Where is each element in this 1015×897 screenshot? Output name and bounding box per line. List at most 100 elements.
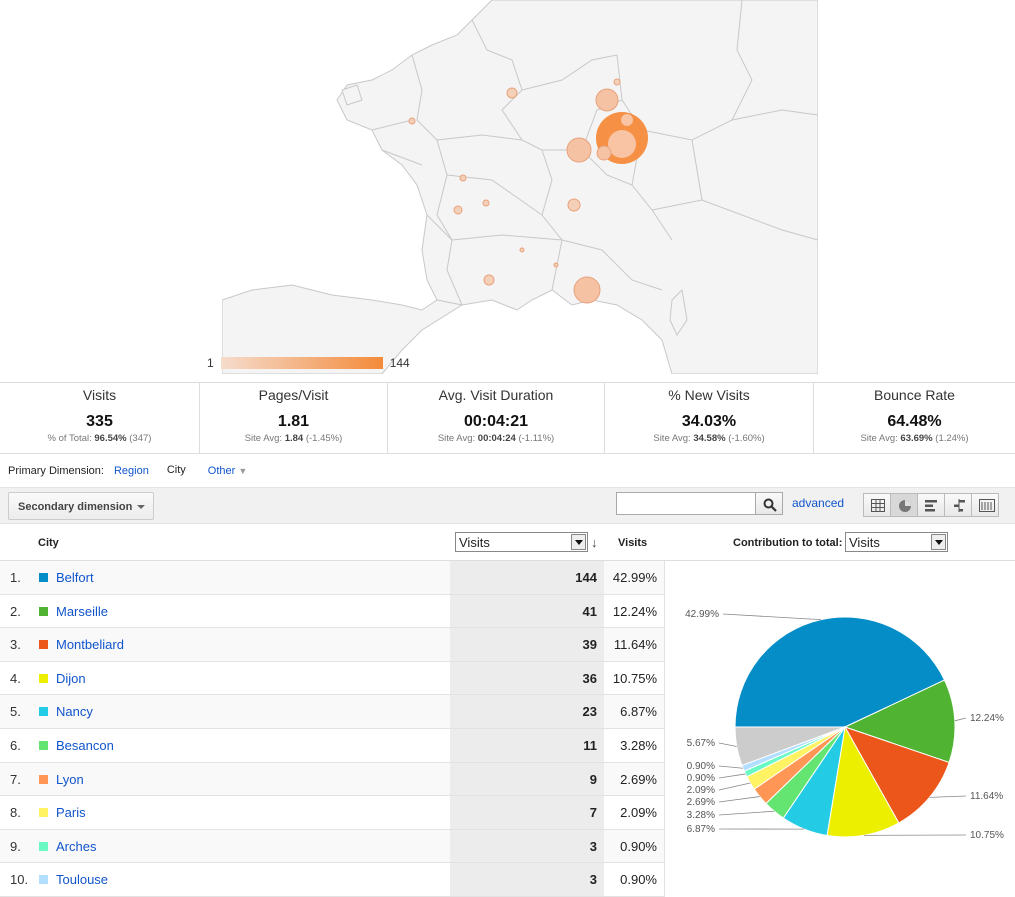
summary-stats: Visits 335 % of Total: 96.54% (347) Page…	[0, 382, 1015, 454]
city-link[interactable]: Arches	[56, 838, 97, 854]
stat-bounce-rate[interactable]: Bounce Rate 64.48% Site Avg: 63.69% (1.2…	[814, 383, 1015, 453]
stat-sub: Site Avg: 1.84 (-1.45%)	[244, 433, 343, 444]
color-swatch	[39, 740, 48, 750]
pie-label-line	[718, 782, 751, 791]
comparison-view-button[interactable]	[944, 493, 972, 517]
legend-gradient	[220, 357, 383, 369]
search-icon	[763, 498, 777, 512]
map-bubbles	[408, 78, 648, 304]
stat-value: 335	[86, 413, 113, 430]
color-swatch	[39, 573, 48, 582]
legend-max: 144	[389, 356, 410, 370]
city-link[interactable]: Besancon	[56, 737, 114, 753]
primary-dimension-bar: Primary Dimension: Region City Other ▼	[0, 455, 1015, 487]
pie-label-toulouse: 0.90%	[687, 761, 715, 772]
pie-view-button[interactable]	[890, 493, 918, 517]
search-button[interactable]	[755, 492, 783, 515]
color-swatch	[39, 640, 48, 650]
france-map[interactable]	[222, 0, 818, 374]
contribution-select[interactable]: Visits	[845, 532, 948, 552]
table-row: 9. Arches 3 0.90%	[0, 829, 664, 864]
secondary-dimension-button[interactable]: Secondary dimension	[8, 492, 154, 520]
color-swatch	[39, 808, 48, 818]
pie-label-line	[718, 773, 746, 779]
pie-label-lyon: 2.69%	[687, 797, 715, 808]
pie-slice-belfort[interactable]	[734, 616, 946, 728]
stat-pages-visit[interactable]: Pages/Visit 1.81 Site Avg: 1.84 (-1.45%)	[200, 383, 388, 453]
city-link[interactable]: Lyon	[56, 771, 84, 787]
stat-title: Pages/Visit	[258, 387, 329, 403]
stat-title: Visits	[82, 387, 117, 403]
stat-value: 00:04:21	[463, 413, 529, 430]
pivot-icon	[979, 499, 995, 512]
pie-label-montbeliard: 11.64%	[970, 791, 1003, 802]
city-link[interactable]: Paris	[56, 805, 86, 821]
stat-new-visits[interactable]: % New Visits 34.03% Site Avg: 34.58% (-1…	[605, 383, 814, 453]
advanced-filter-link[interactable]: advanced	[792, 496, 845, 510]
stat-sub: Site Avg: 00:04:24 (-1.11%)	[437, 433, 555, 444]
table-body: 1. Belfort 144 42.99% 2. Marseille 41 12.24% 3…	[0, 561, 664, 897]
dimension-region-link[interactable]: Region	[113, 465, 149, 477]
table-row: 5. Nancy 23 6.87%	[0, 695, 664, 729]
metric-select[interactable]: Visits	[455, 532, 588, 552]
view-switcher	[863, 493, 999, 517]
stat-value: 34.03%	[681, 413, 737, 430]
color-swatch	[39, 707, 48, 717]
pie-label-line	[954, 717, 967, 722]
pie-chart-icon	[899, 500, 911, 512]
table-search-input[interactable]	[616, 492, 756, 515]
pie-slice-other[interactable]	[734, 726, 846, 767]
geo-map[interactable]: 1 144	[0, 0, 1015, 380]
table-header: City Visits ↓ Visits Contribution to tot…	[0, 524, 1015, 561]
stat-value: 1.81	[277, 413, 310, 430]
bar-chart-icon	[925, 500, 937, 512]
primary-dimension-label: Primary Dimension:	[8, 465, 104, 477]
stat-value: 64.48%	[887, 413, 942, 430]
dimension-city-selected[interactable]: City	[166, 464, 186, 476]
grid-icon	[871, 499, 885, 512]
pie-label-arches: 0.90%	[687, 773, 715, 784]
color-swatch	[39, 673, 48, 683]
table-row: 10. Toulouse 3 0.90%	[0, 863, 664, 897]
pie-label-line	[718, 765, 744, 769]
table-row: 8. Paris 7 2.09%	[0, 796, 664, 830]
color-swatch	[39, 774, 48, 784]
bar-view-button[interactable]	[917, 493, 945, 517]
legend-min: 1	[207, 356, 214, 370]
city-link[interactable]: Belfort	[56, 570, 94, 585]
city-link[interactable]: Marseille	[56, 603, 109, 619]
dropdown-arrow-icon	[571, 534, 586, 550]
color-swatch	[39, 606, 48, 616]
city-link[interactable]: Montbeliard	[56, 637, 124, 653]
chevron-down-icon	[137, 505, 145, 509]
pie-slice-dijon[interactable]	[826, 725, 900, 838]
dimension-other-link[interactable]: Other ▼	[207, 465, 248, 477]
pie-label-line	[718, 742, 737, 747]
stat-avg-duration[interactable]: Avg. Visit Duration 00:04:21 Site Avg: 0…	[388, 383, 605, 453]
table-row: 3. Montbeliard 39 11.64%	[0, 628, 664, 662]
stat-title: Bounce Rate	[874, 387, 955, 403]
column-header-city[interactable]: City	[38, 537, 59, 549]
stat-title: Avg. Visit Duration	[438, 387, 554, 403]
pie-label-line	[722, 613, 821, 621]
pie-label-other: 5.67%	[687, 738, 715, 749]
sort-descending-icon[interactable]: ↓	[591, 535, 598, 550]
table-toolbar: Secondary dimension advanced	[0, 487, 1015, 524]
table-row: 4. Dijon 36 10.75%	[0, 661, 664, 696]
city-link[interactable]: Dijon	[56, 670, 86, 686]
column-header-visits[interactable]: Visits	[618, 537, 648, 549]
stat-sub: Site Avg: 34.58% (-1.60%)	[653, 433, 765, 444]
pivot-view-button[interactable]	[971, 493, 999, 517]
stat-sub: Site Avg: 63.69% (1.24%)	[860, 433, 969, 444]
pie-label-marseille: 12.24%	[970, 713, 1004, 724]
city-link[interactable]: Nancy	[56, 704, 93, 720]
pie-label-line	[718, 810, 775, 816]
stat-visits[interactable]: Visits 335 % of Total: 96.54% (347)	[0, 383, 200, 453]
city-link[interactable]: Toulouse	[56, 872, 109, 888]
table-row: 1. Belfort 144 42.99%	[0, 561, 664, 595]
pie-svg[interactable]: 42.99% 12.24% 11.64% 10.75% 6.87% 3.28% 2.69%2…	[665, 561, 1015, 897]
table-view-button[interactable]	[863, 493, 891, 517]
pie-label-paris: 2.09%	[687, 785, 715, 796]
pie-label-belfort: 42.99%	[685, 609, 719, 620]
table-row: 6. Besancon 11 3.28%	[0, 728, 664, 763]
